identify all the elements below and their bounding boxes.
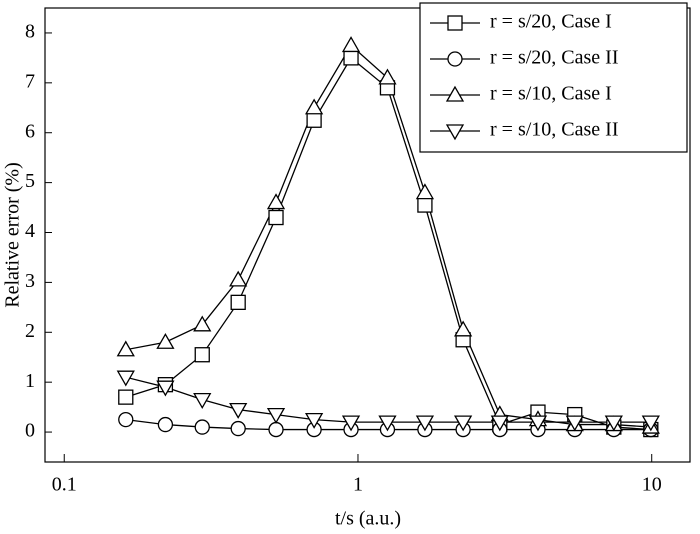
marker: [193, 315, 212, 332]
x-axis-label: t/s (a.u.): [335, 508, 401, 530]
legend-marker: [447, 15, 463, 31]
marker: [268, 209, 284, 226]
marker: [229, 270, 248, 287]
marker: [343, 50, 359, 66]
marker: [194, 347, 210, 363]
legend-marker: [447, 51, 463, 67]
marker: [229, 402, 248, 419]
marker: [306, 112, 322, 128]
marker: [156, 332, 175, 349]
marker: [304, 98, 324, 115]
marker: [604, 415, 623, 432]
legend-marker: [445, 124, 465, 141]
marker: [378, 68, 397, 85]
legend-label: r = s/10, Case I: [490, 83, 612, 105]
marker: [118, 411, 134, 428]
legend-box: [419, 2, 688, 153]
marker: [266, 193, 286, 210]
y-tick-label: 4: [25, 220, 35, 242]
marker: [490, 415, 509, 432]
marker: [378, 415, 397, 432]
marker: [641, 415, 660, 432]
marker: [230, 420, 246, 437]
marker: [193, 392, 212, 409]
marker: [304, 412, 324, 429]
y-tick-label: 8: [25, 21, 35, 43]
marker: [157, 416, 174, 433]
legend-marker: [445, 85, 465, 102]
y-tick-label: 1: [25, 370, 35, 392]
y-tick-label: 7: [25, 70, 35, 92]
marker: [266, 407, 286, 424]
marker: [417, 197, 433, 213]
marker: [156, 380, 175, 397]
legend-label: r = s/10, Case II: [490, 119, 618, 141]
legend-label: r = s/20, Case II: [490, 47, 618, 69]
marker: [194, 419, 210, 435]
y-tick-label: 5: [25, 170, 35, 192]
marker: [453, 320, 473, 337]
marker: [415, 183, 435, 200]
marker: [415, 415, 435, 432]
marker: [565, 415, 584, 432]
plot-frame: [44, 7, 691, 463]
marker: [116, 340, 135, 357]
x-tick-label: 1: [353, 474, 363, 496]
marker: [116, 370, 135, 387]
x-tick-label: 10: [642, 474, 662, 496]
marker: [453, 415, 473, 432]
y-axis-label: Relative error (%): [2, 162, 24, 307]
y-tick-label: 0: [25, 420, 35, 442]
legend-label: r = s/20, Case I: [490, 11, 612, 33]
marker: [118, 389, 134, 405]
x-tick-label: 0.1: [52, 474, 77, 496]
marker: [341, 415, 361, 432]
marker: [341, 36, 361, 53]
marker: [528, 415, 548, 432]
y-tick-label: 2: [25, 320, 35, 342]
marker: [230, 294, 246, 311]
y-tick-label: 6: [25, 120, 35, 142]
marker: [268, 421, 284, 438]
y-tick-label: 3: [25, 270, 35, 292]
